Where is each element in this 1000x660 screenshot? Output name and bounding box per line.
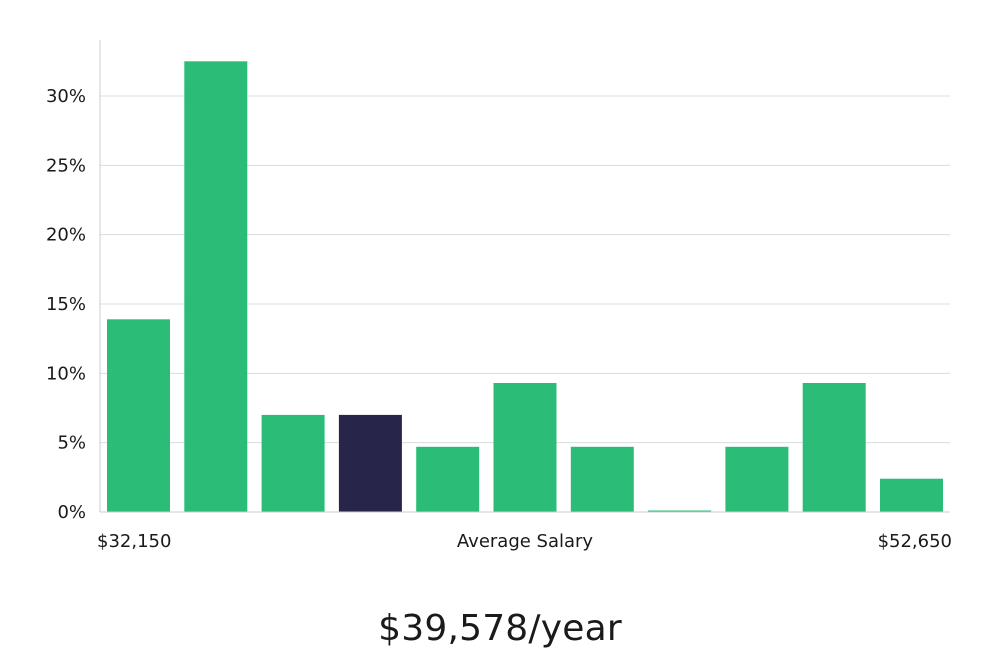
y-tick-label: 20% xyxy=(46,225,86,246)
y-axis-tick-labels: 0% 5% 10% 15% 20% 25% 30% xyxy=(46,86,86,523)
y-tick-label: 15% xyxy=(46,294,86,315)
bars xyxy=(107,61,943,513)
y-tick-label: 5% xyxy=(57,433,86,454)
histogram-bar xyxy=(184,61,248,513)
average-salary-headline: $39,578/year xyxy=(378,608,622,649)
histogram-bar xyxy=(648,510,712,512)
histogram-bar xyxy=(493,383,557,512)
y-tick-label: 30% xyxy=(46,86,86,107)
salary-histogram: 0% 5% 10% 15% 20% 25% 30% $32,150 Average Sala… xyxy=(46,40,952,552)
histogram-bar xyxy=(725,446,789,512)
highlighted-bar xyxy=(338,414,402,512)
histogram-bar xyxy=(107,319,170,512)
histogram-bar xyxy=(416,446,480,512)
histogram-bar xyxy=(261,414,325,512)
y-tick-label: 0% xyxy=(57,502,86,523)
x-max-label: $52,650 xyxy=(878,531,952,552)
y-tick-label: 25% xyxy=(46,155,86,176)
histogram-bar xyxy=(802,383,866,512)
x-min-label: $32,150 xyxy=(97,531,171,552)
y-tick-label: 10% xyxy=(46,363,86,384)
histogram-bar xyxy=(880,478,943,512)
x-axis-title: Average Salary xyxy=(457,531,594,552)
histogram-bar xyxy=(570,446,634,512)
